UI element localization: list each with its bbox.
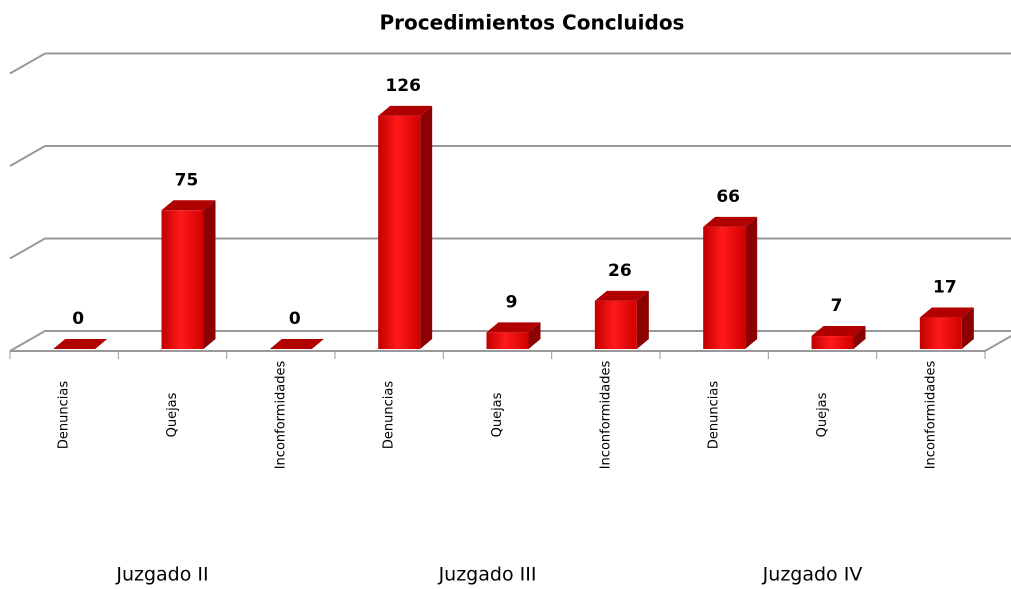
group-label: Juzgado IV [762,564,863,586]
x-tick-label: Denuncias [382,381,397,449]
bar-side [636,290,649,349]
bar-side [420,105,433,350]
bar [919,307,974,349]
bar-top [919,307,974,318]
bar [811,326,866,349]
bar-side [203,200,216,349]
bar-front [919,317,962,349]
bar-front [486,332,529,349]
bar-top [703,216,758,227]
value-label: 0 [289,309,301,329]
chart-title: Procedimientos Concluidos [380,11,685,35]
bar [161,200,216,349]
bar-front [703,226,746,349]
bar [594,290,649,349]
bar [703,216,758,349]
bar-front [811,336,854,349]
bar-side [745,216,758,349]
x-tick-label: Inconformidades [923,360,938,469]
x-tick-label: Denuncias [57,381,72,449]
value-label: 126 [385,76,421,96]
bar-top [53,339,108,349]
bar-side [961,307,974,349]
group-label: Juzgado II [115,564,208,586]
x-tick-label: Quejas [815,392,830,437]
bar-top [269,339,324,349]
bar [53,339,108,349]
value-label: 17 [933,278,957,298]
bar-top [378,105,433,116]
x-tick-label: Inconformidades [273,360,288,469]
bar-front [594,300,637,349]
value-label: 7 [831,296,843,316]
x-tick-label: Inconformidades [598,360,613,469]
x-tick-label: Quejas [490,392,505,437]
bar-front [161,210,204,349]
grid-line [9,52,1011,75]
grid-line [9,145,1011,167]
bar-top [811,326,866,337]
bar-top [486,322,541,333]
bar [486,322,541,349]
value-label: 75 [175,170,199,190]
x-tick-label: Denuncias [707,381,722,449]
value-label: 0 [72,309,84,329]
value-label: 9 [506,292,518,312]
bar [378,105,433,350]
value-label: 66 [716,187,740,207]
x-tick-label: Quejas [165,392,180,437]
bar [269,339,324,349]
bar-side [853,326,866,349]
bar-top [161,200,216,211]
bar-side [528,322,541,349]
bar-front [378,115,421,350]
group-label: Juzgado III [438,564,537,586]
grid-line [9,237,1011,260]
value-label: 26 [608,261,632,281]
bar-top [594,290,649,301]
